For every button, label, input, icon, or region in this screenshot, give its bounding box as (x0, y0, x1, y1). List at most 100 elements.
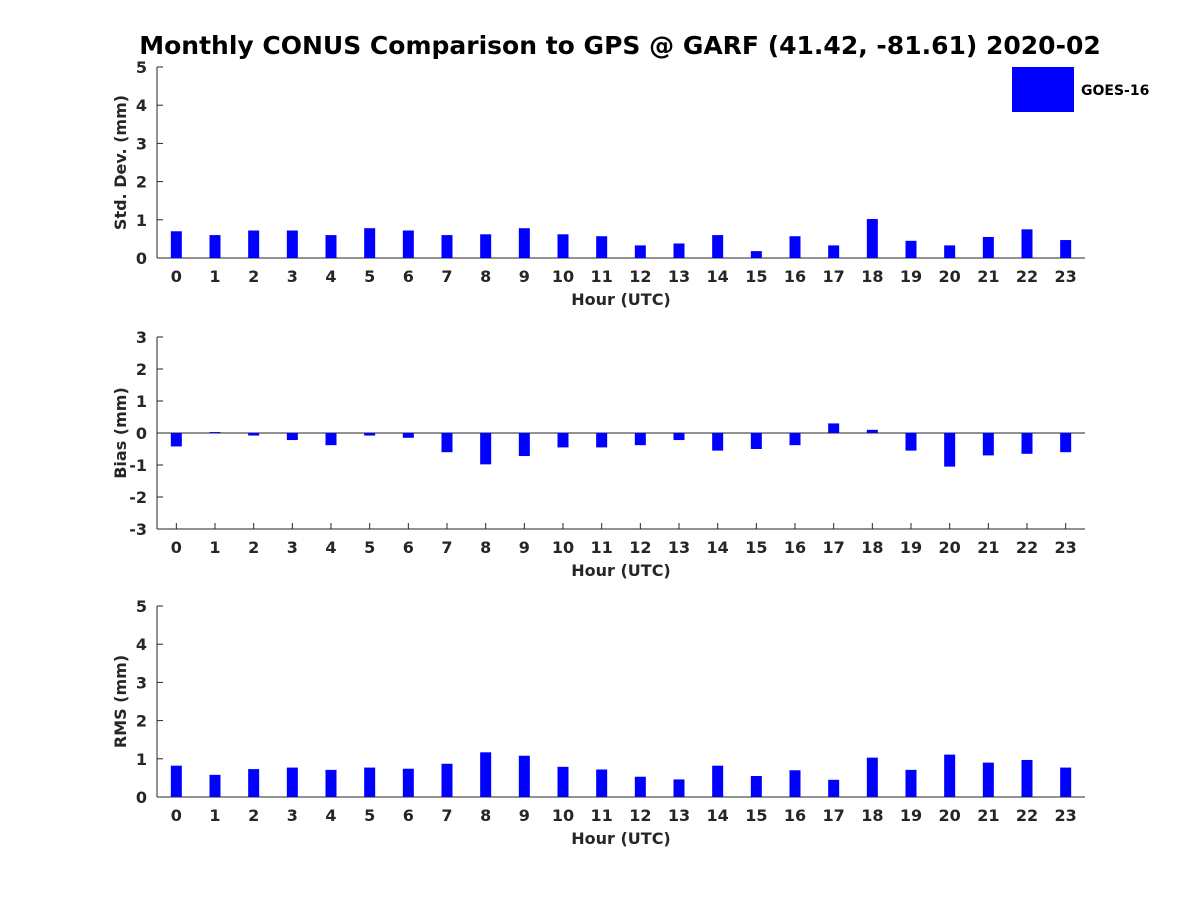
bias-x-tick-label: 14 (707, 538, 729, 557)
bias-x-tick-label: 15 (745, 538, 767, 557)
bias-x-tick-label: 11 (591, 538, 613, 557)
rms-x-tick-label: 17 (823, 806, 845, 825)
rms-bar (518, 755, 530, 797)
stddev-bar (712, 235, 724, 258)
rms-x-tick-label: 13 (668, 806, 690, 825)
bias-x-tick-label: 2 (248, 538, 259, 557)
stddev-x-tick-label: 13 (668, 267, 690, 286)
rms-x-tick-label: 9 (519, 806, 530, 825)
bias-y-axis-label: Bias (mm) (111, 387, 130, 479)
rms-bar (286, 767, 298, 797)
bias-x-axis-label: Hour (UTC) (571, 561, 671, 580)
stddev-x-tick-label: 11 (591, 267, 613, 286)
stddev-bar (248, 230, 260, 258)
rms-x-tick-label: 23 (1055, 806, 1077, 825)
bias-x-tick-label: 21 (977, 538, 999, 557)
bias-x-tick-label: 22 (1016, 538, 1038, 557)
rms-bar (170, 765, 182, 797)
rms-bar (905, 769, 917, 797)
bias-x-tick-label: 17 (823, 538, 845, 557)
bias-bar (402, 433, 414, 438)
rms-x-tick-label: 21 (977, 806, 999, 825)
chart-title: Monthly CONUS Comparison to GPS @ GARF (… (139, 31, 1101, 60)
bias-x-tick-label: 23 (1055, 538, 1077, 557)
rms-y-tick-label: 0 (136, 788, 147, 807)
stddev-x-tick-label: 15 (745, 267, 767, 286)
stddev-x-tick-label: 19 (900, 267, 922, 286)
rms-bar (789, 770, 801, 797)
bias-x-tick-label: 0 (171, 538, 182, 557)
bias-y-tick-label: 1 (136, 392, 147, 411)
legend-label: GOES-16 (1081, 83, 1149, 99)
bias-x-tick-label: 12 (629, 538, 651, 557)
stddev-x-tick-label: 2 (248, 267, 259, 286)
bias-bar (364, 433, 376, 436)
rms-x-tick-label: 16 (784, 806, 806, 825)
rms-bar (1060, 767, 1072, 797)
rms-x-tick-label: 4 (325, 806, 336, 825)
stddev-x-tick-label: 17 (823, 267, 845, 286)
bias-y-tick-label: 3 (136, 328, 147, 347)
bias-bar (596, 433, 608, 448)
bias-bar (518, 433, 530, 457)
legend-swatch (1012, 67, 1074, 112)
bias-y-tick-label: -2 (129, 488, 147, 507)
rms-bar (634, 776, 646, 797)
rms-bar (944, 754, 956, 797)
stddev-y-tick-label: 0 (136, 249, 147, 268)
bias-x-tick-label: 5 (364, 538, 375, 557)
rms-x-tick-label: 14 (707, 806, 729, 825)
stddev-bar (286, 230, 298, 258)
rms-bar (557, 766, 569, 797)
bias-bar (905, 433, 917, 451)
bias-y-tick-label: -1 (129, 456, 147, 475)
stddev-bar (673, 243, 685, 258)
rms-bar (673, 779, 685, 797)
bias-bar (673, 433, 685, 441)
bias-bar (634, 433, 646, 446)
stddev-y-tick-label: 3 (136, 134, 147, 153)
stddev-bar (866, 219, 878, 258)
stddev-bar (170, 231, 182, 258)
stddev-bar (364, 228, 376, 258)
rms-y-tick-label: 3 (136, 673, 147, 692)
stddev-x-tick-label: 7 (441, 267, 452, 286)
rms-x-tick-label: 11 (591, 806, 613, 825)
rms-bar (596, 769, 608, 797)
bias-x-tick-label: 16 (784, 538, 806, 557)
rms-bar (828, 779, 840, 797)
bias-bar (209, 432, 221, 433)
bias-y-tick-label: 2 (136, 360, 147, 379)
stddev-x-tick-label: 8 (480, 267, 491, 286)
bias-y-tick-label: 0 (136, 424, 147, 443)
bias-x-tick-label: 4 (325, 538, 336, 557)
rms-x-tick-label: 20 (939, 806, 961, 825)
rms-bar (441, 763, 453, 797)
stddev-bar (518, 228, 530, 258)
stddev-y-tick-label: 1 (136, 211, 147, 230)
rms-y-tick-label: 2 (136, 712, 147, 731)
stddev-x-tick-label: 23 (1055, 267, 1077, 286)
rms-y-tick-label: 5 (136, 597, 147, 616)
stddev-bar (1060, 240, 1072, 258)
rms-x-tick-label: 10 (552, 806, 574, 825)
rms-x-tick-label: 0 (171, 806, 182, 825)
stddev-x-tick-label: 22 (1016, 267, 1038, 286)
stddev-bar (325, 235, 337, 258)
rms-bar (364, 767, 376, 797)
rms-bar (209, 774, 221, 797)
stddev-bar (982, 236, 994, 258)
rms-x-tick-label: 1 (209, 806, 220, 825)
rms-x-tick-label: 6 (403, 806, 414, 825)
bias-bar (557, 433, 569, 448)
bias-x-tick-label: 10 (552, 538, 574, 557)
bias-x-tick-label: 6 (403, 538, 414, 557)
bias-x-tick-label: 7 (441, 538, 452, 557)
stddev-bar (944, 245, 956, 258)
bias-bar (1060, 433, 1072, 453)
bias-bar (789, 433, 801, 446)
bias-bar (1021, 433, 1033, 454)
rms-x-tick-label: 8 (480, 806, 491, 825)
bias-bar (944, 433, 956, 467)
